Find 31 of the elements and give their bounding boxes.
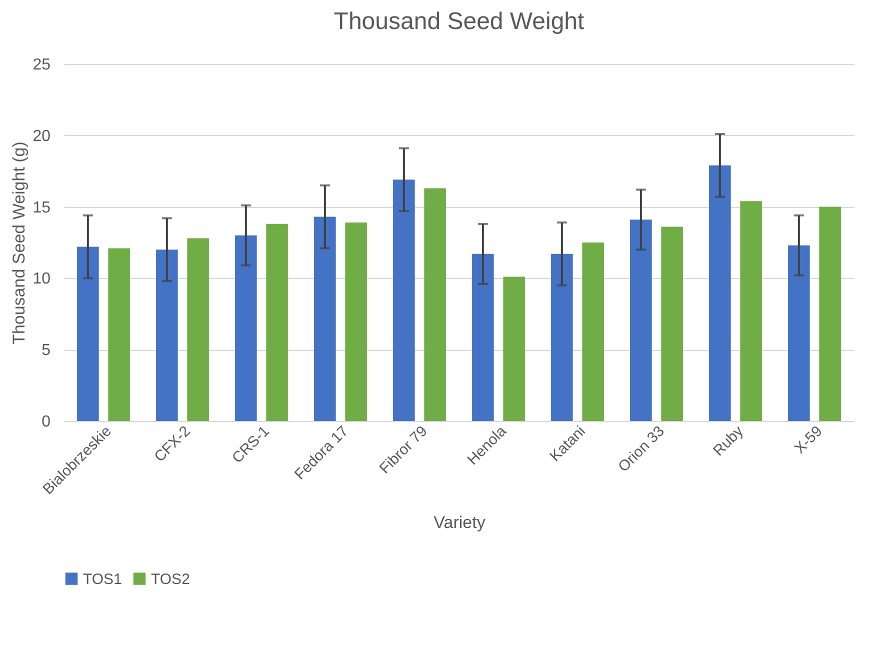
bar bbox=[187, 238, 209, 421]
chart-title: Thousand Seed Weight bbox=[334, 8, 585, 35]
y-tick-label: 10 bbox=[32, 270, 51, 288]
bar bbox=[77, 246, 99, 421]
legend-label: TOS1 bbox=[83, 570, 122, 588]
bar bbox=[108, 248, 130, 421]
y-tick-label: 20 bbox=[32, 128, 51, 145]
y-axis-title: Thousand Seed Weight (g) bbox=[10, 142, 29, 344]
bar bbox=[819, 206, 841, 421]
y-tick-label: 25 bbox=[32, 56, 51, 74]
bar bbox=[393, 180, 415, 421]
bar bbox=[345, 222, 367, 421]
bar bbox=[266, 224, 288, 421]
bar bbox=[551, 254, 573, 421]
bar bbox=[661, 226, 683, 421]
bar bbox=[503, 276, 525, 421]
legend-label: TOS2 bbox=[151, 570, 190, 588]
bar bbox=[314, 216, 336, 421]
x-axis-title: Variety bbox=[434, 513, 486, 532]
bar bbox=[740, 201, 762, 421]
bar bbox=[630, 220, 652, 421]
bar bbox=[788, 245, 810, 421]
bar bbox=[235, 235, 257, 421]
bar bbox=[582, 242, 604, 421]
y-tick-label: 5 bbox=[42, 342, 51, 360]
y-tick-label: 15 bbox=[32, 199, 51, 216]
y-tick-label: 0 bbox=[42, 414, 51, 430]
bar bbox=[472, 254, 494, 421]
bar bbox=[156, 250, 178, 421]
bar bbox=[709, 165, 731, 421]
bar bbox=[424, 188, 446, 421]
